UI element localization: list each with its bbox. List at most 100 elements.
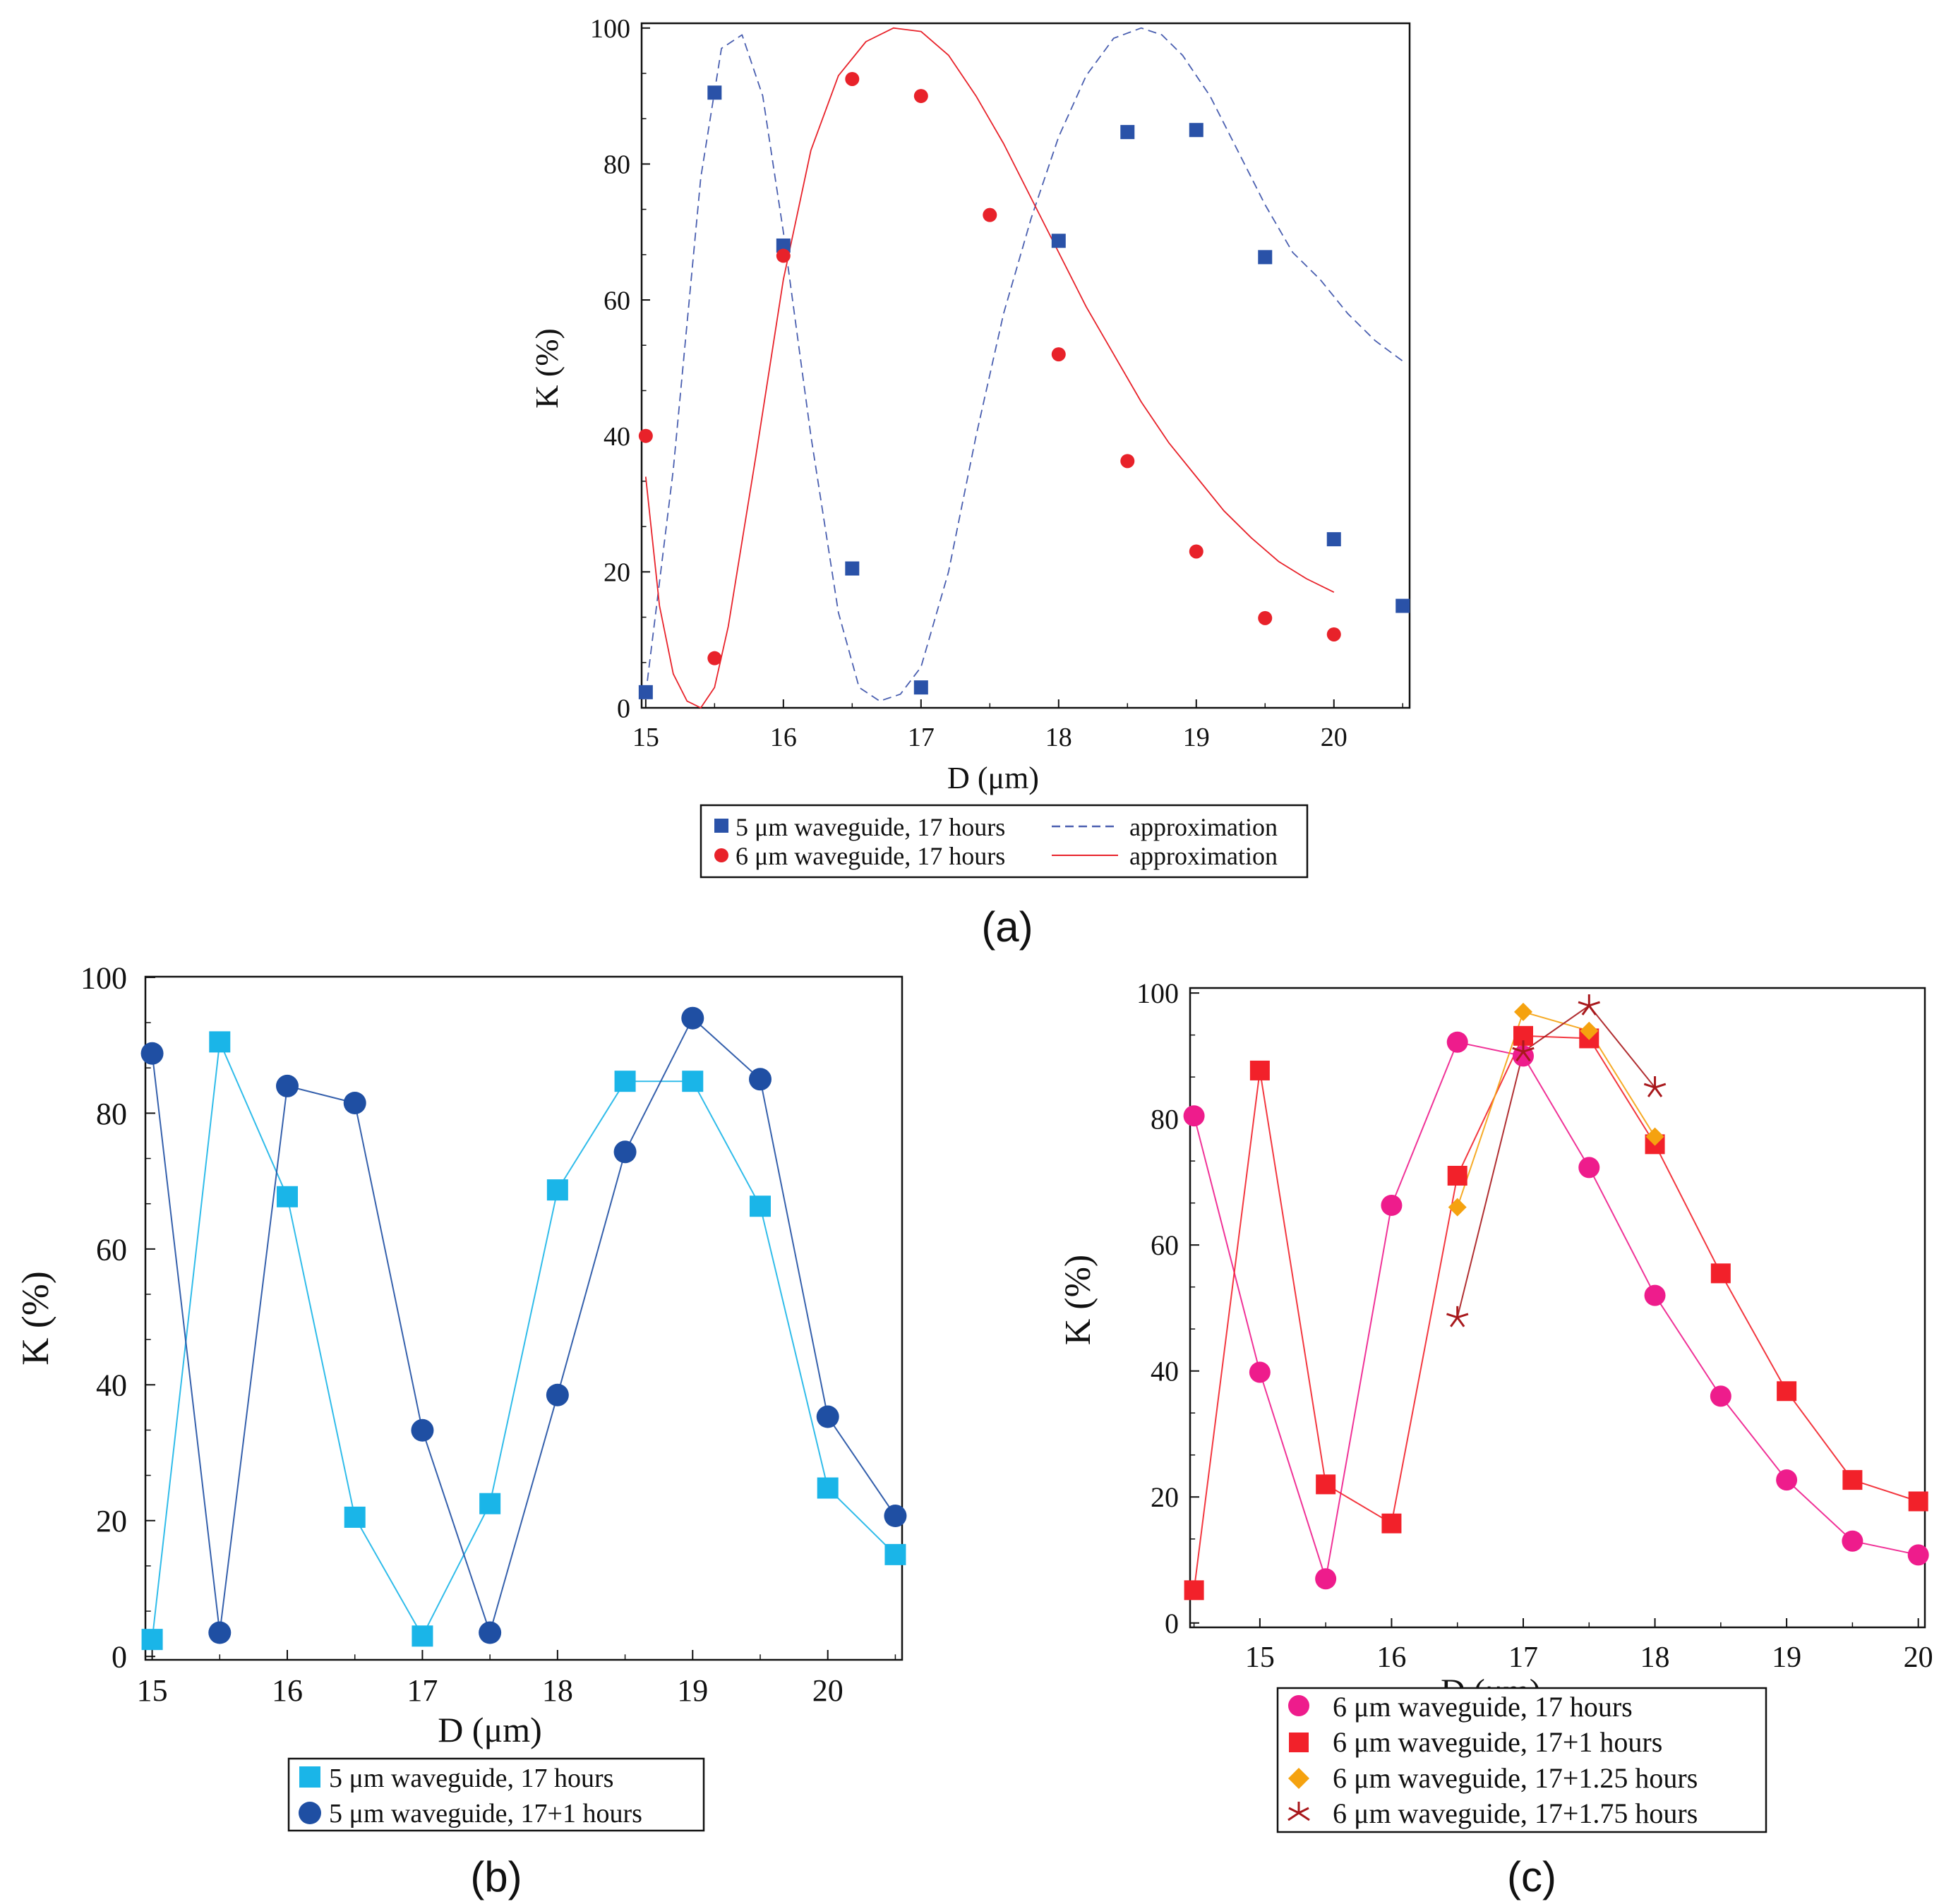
data-point-series-2 (613, 1140, 637, 1164)
data-point-series-1 (1315, 1568, 1337, 1590)
legend-a-row-2-label: 6 μm waveguide, 17 hours (736, 842, 1005, 870)
panel-b-y-tick-labels: 0 20 40 60 80 100 (80, 960, 127, 1674)
y-tick-label: 80 (96, 1097, 127, 1131)
legend-c-row-1-label: 6 μm waveguide, 17 hours (1333, 1691, 1633, 1723)
data-point-series-1 (479, 1493, 501, 1514)
x-tick-label: 18 (1045, 723, 1072, 752)
x-tick-label: 15 (137, 1673, 168, 1708)
x-tick-label: 19 (677, 1673, 708, 1708)
data-point-series-2 (1184, 1580, 1204, 1601)
panel-a-x-tick-labels: 15 16 17 18 19 20 (632, 723, 1347, 752)
x-tick-label: 18 (1640, 1641, 1670, 1674)
data-point-series-2 (1381, 1513, 1402, 1534)
x-tick-label: 16 (1376, 1641, 1406, 1674)
data-point-series-2 (776, 248, 791, 263)
x-tick-label: 20 (1904, 1641, 1933, 1674)
data-point-series-4 (1578, 994, 1600, 1016)
legend-a-row-1-label: 5 μm waveguide, 17 hours (736, 813, 1005, 841)
data-point-series-1 (277, 1186, 298, 1207)
x-tick-label: 16 (272, 1673, 303, 1708)
y-tick-label: 20 (96, 1504, 127, 1538)
panel-a-plot-frame (640, 22, 1411, 709)
legend-c-row-4-label: 6 μm waveguide, 17+1.75 hours (1333, 1797, 1698, 1829)
data-point-series-1 (776, 238, 791, 253)
x-tick-label: 16 (770, 723, 797, 752)
panel-a-x-axis-title: D (μm) (947, 761, 1039, 795)
data-point-series-1 (707, 85, 722, 100)
data-point-series-1 (1183, 1105, 1205, 1127)
y-tick-label: 20 (604, 558, 630, 588)
data-point-series-1 (1051, 234, 1066, 248)
data-point-series-2 (681, 1006, 704, 1030)
legend-c-diamond-marker (1288, 1768, 1309, 1789)
series-line-3 (1456, 1011, 1656, 1207)
legend-b-square-marker (299, 1766, 320, 1788)
data-point-series-1 (1907, 1544, 1929, 1566)
data-point-series-1 (845, 561, 860, 576)
x-tick-label: 19 (1183, 723, 1210, 752)
data-point-series-1 (817, 1477, 839, 1499)
data-point-series-1 (1395, 598, 1410, 613)
panel-c-y-tick-labels: 0 20 40 60 80 100 (1136, 977, 1179, 1639)
data-point-series-2 (638, 428, 653, 443)
data-point-series-1 (1446, 1031, 1468, 1053)
data-point-series-1 (209, 1031, 231, 1053)
panel-b: 0 20 40 60 80 100 15 16 17 18 19 20 D (μm) K (%) 5… (14, 960, 907, 1900)
data-point-series-2 (749, 1068, 772, 1091)
y-tick-label: 80 (604, 150, 630, 180)
data-point-series-2 (1258, 610, 1273, 625)
data-point-series-1 (638, 685, 653, 699)
panel-a-legend (700, 804, 1309, 879)
data-point-series-2 (276, 1074, 299, 1097)
y-tick-label: 100 (1136, 977, 1179, 1009)
data-point-series-2 (816, 1405, 839, 1428)
panel-a-approximation-curves (644, 27, 1403, 709)
data-point-series-1 (141, 1629, 163, 1651)
panel-c-x-tick-labels: 15 16 17 18 19 20 (1245, 1641, 1933, 1674)
data-point-series-3 (1513, 1002, 1532, 1021)
approximation-curve-dashed (644, 27, 1403, 702)
data-point-series-1 (750, 1195, 771, 1217)
data-point-series-1 (1120, 125, 1135, 140)
data-point-series-2 (845, 71, 860, 86)
legend-a-row-2-line-label: approximation (1129, 842, 1278, 870)
data-point-series-2 (411, 1418, 434, 1442)
data-point-series-2 (1249, 1060, 1270, 1080)
data-point-series-2 (1908, 1491, 1928, 1512)
y-tick-label: 40 (604, 422, 630, 452)
data-point-series-1 (884, 1543, 906, 1565)
data-point-series-2 (1447, 1165, 1467, 1186)
data-point-series-4 (1512, 1040, 1535, 1061)
data-point-series-2 (343, 1091, 366, 1114)
y-tick-label: 0 (1165, 1608, 1179, 1639)
data-point-series-1 (344, 1506, 366, 1528)
panel-c-data-markers (1183, 994, 1929, 1601)
x-tick-label: 15 (632, 723, 659, 752)
approximation-curve-solid (644, 27, 1335, 709)
data-point-series-1 (546, 1179, 568, 1201)
data-point-series-1 (1249, 1361, 1271, 1383)
panel-c-plot-frame (1189, 987, 1926, 1629)
data-point-series-2 (140, 1042, 164, 1065)
series-line-2 (1193, 1035, 1919, 1591)
panel-a-caption: (a) (981, 903, 1033, 951)
data-point-series-4 (1446, 1306, 1469, 1327)
data-point-series-1 (1776, 1469, 1798, 1491)
panel-b-caption: (b) (470, 1853, 522, 1900)
legend-a-row-1-line-label: approximation (1129, 813, 1278, 841)
data-point-series-2 (983, 207, 997, 222)
data-point-series-1 (1644, 1284, 1666, 1306)
panel-b-axis-ticks (145, 976, 896, 1660)
panel-b-plot-frame (144, 975, 904, 1661)
y-tick-label: 60 (96, 1232, 127, 1267)
y-tick-label: 40 (1151, 1356, 1179, 1387)
x-tick-label: 19 (1772, 1641, 1801, 1674)
data-point-series-2 (1777, 1381, 1797, 1402)
panel-b-x-tick-labels: 15 16 17 18 19 20 (137, 1673, 844, 1708)
panel-b-x-axis-title: D (μm) (438, 1710, 542, 1749)
legend-b-circle-marker (299, 1802, 321, 1824)
x-tick-label: 17 (1508, 1641, 1538, 1674)
x-tick-label: 20 (1321, 723, 1347, 752)
data-point-series-1 (1189, 123, 1203, 138)
